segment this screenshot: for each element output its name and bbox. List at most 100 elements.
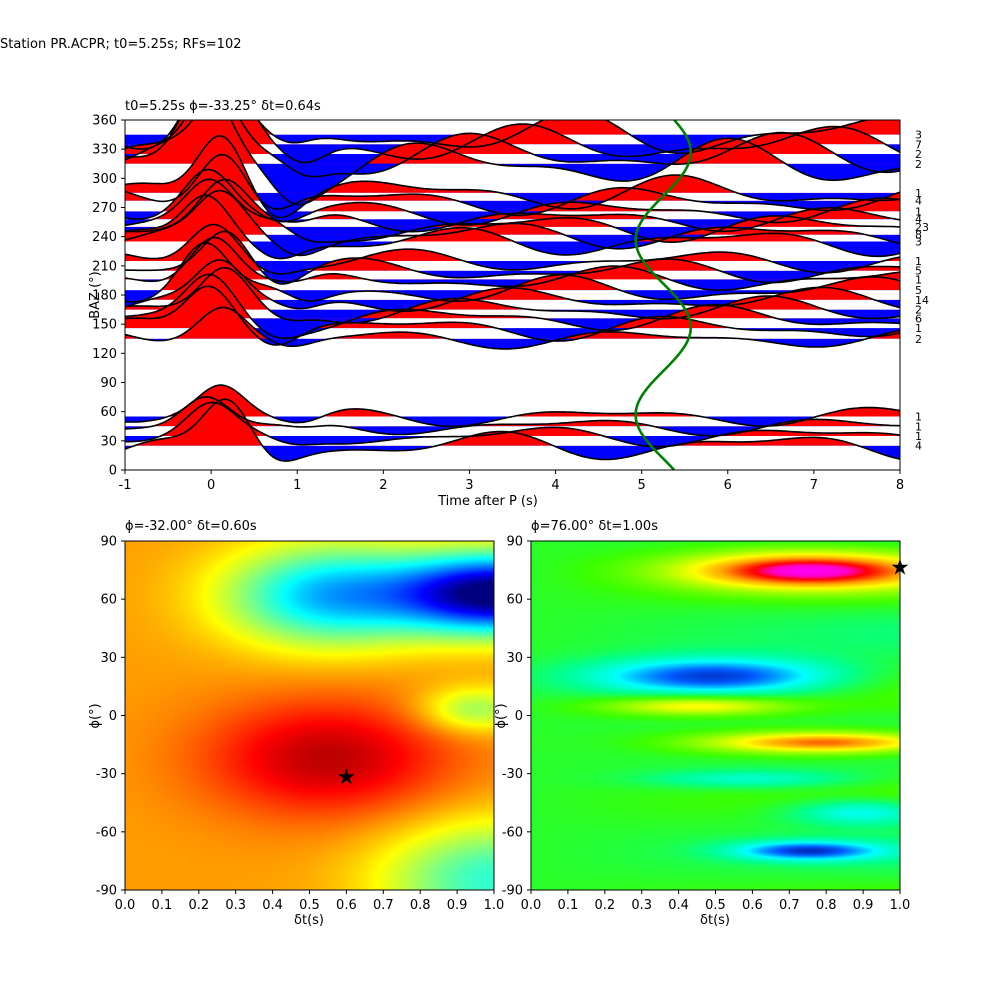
y-tick-label: 30 [506, 651, 523, 666]
y-tick-label: 90 [506, 535, 523, 550]
trace-count-label: 4 [915, 440, 922, 453]
y-tick-label: 0 [109, 709, 117, 724]
heatmap-left-y-label: ϕ(°) [88, 703, 103, 728]
x-tick-label: 0.5 [705, 898, 726, 913]
y-tick-label: 360 [92, 114, 117, 129]
trace-line [125, 266, 900, 324]
y-tick-label: 0 [109, 464, 117, 479]
y-tick-label: 150 [92, 318, 117, 333]
y-tick-label: -30 [502, 767, 523, 782]
x-tick-label: 0.6 [336, 898, 357, 913]
y-tick-label: -90 [96, 884, 117, 899]
trace-positive-fill [125, 120, 900, 145]
x-tick-label: 0.5 [299, 898, 320, 913]
trace-count-label: 1 [915, 273, 922, 286]
x-tick-label: 1.0 [484, 898, 505, 913]
trace-count-label: 1 [915, 430, 922, 443]
rf-plot: -1 0 1 2 3 4 5 6 7 8 0306090120150180210240270300… [88, 114, 929, 510]
cosine-curve [634, 120, 692, 470]
trace-count-label: 1 [915, 411, 922, 424]
trace-negative-fill [125, 260, 900, 274]
trace-count-label: 14 [915, 294, 929, 307]
trace-negative-fill [125, 338, 900, 349]
x-tick-label: 6 [724, 478, 732, 493]
trace-lines [125, 120, 900, 462]
trace-line [125, 134, 900, 219]
trace-count-label: 6 [915, 312, 922, 325]
trace-count-label: 5 [915, 284, 922, 297]
trace-count-label: 8 [915, 229, 922, 242]
rf-x-label: Time after P (s) [437, 494, 538, 509]
x-tick-label: 0.3 [631, 898, 652, 913]
heatmap-left-title: ϕ=-32.00° δt=0.60s [125, 519, 257, 534]
x-tick-label: 4 [551, 478, 559, 493]
x-tick-label: 0.0 [521, 898, 542, 913]
x-tick-label: 7 [810, 478, 818, 493]
y-tick-label: 60 [100, 593, 117, 608]
y-tick-label: 270 [92, 201, 117, 216]
trace-line [125, 273, 900, 340]
x-tick-label: 3 [465, 478, 473, 493]
x-tick-label: 0.6 [742, 898, 763, 913]
trace-count-label: 1 [915, 420, 922, 433]
trace-positive-fill [134, 399, 859, 446]
x-tick-label: 0 [207, 478, 215, 493]
rf-y-ticks: 0 30 60 90 120 150 180 210 240 270 300 330 360 [92, 114, 125, 479]
best-fit-star-right: ★ [890, 556, 910, 581]
trace-line [125, 178, 900, 233]
trace-line [125, 120, 900, 206]
heatmap-left-image [125, 541, 494, 890]
x-tick-label: 0.0 [115, 898, 136, 913]
trace-line [125, 306, 900, 350]
y-tick-label: 90 [100, 535, 117, 550]
trace-count-label: 1 [915, 187, 922, 200]
trace-count-label: 2 [915, 158, 922, 171]
x-tick-label: 0.1 [558, 898, 579, 913]
y-tick-label: 30 [100, 434, 117, 449]
heatmap-left-x-label: δt(s) [294, 913, 324, 928]
heatmap-right-x-ticks: 0.0 0.1 0.2 0.3 0.4 0.5 0.6 0.7 0.8 0.9 1.0 [521, 890, 910, 913]
x-tick-label: 0.2 [188, 898, 209, 913]
trace-line [125, 120, 900, 164]
rf-y-label: BAZ (°) [88, 271, 103, 319]
x-tick-label: 1 [293, 478, 301, 493]
y-tick-label: 240 [92, 230, 117, 245]
trace-line [125, 236, 900, 292]
trace-line [125, 396, 900, 437]
trace-line [125, 194, 900, 260]
x-tick-label: 0.8 [816, 898, 837, 913]
y-tick-label: -60 [96, 825, 117, 840]
rf-panel-title: t0=5.25s ϕ=-33.25° δt=0.64s [125, 99, 321, 114]
trace-count-label: 7 [915, 138, 922, 151]
x-tick-label: 0.7 [779, 898, 800, 913]
y-tick-label: -60 [502, 825, 523, 840]
heatmap-right-x-label: δt(s) [700, 913, 730, 928]
heatmap-right-y-label: ϕ(°) [494, 703, 509, 728]
y-tick-label: 60 [506, 593, 523, 608]
x-tick-label: 0.9 [853, 898, 874, 913]
trace-negative-fill [250, 241, 900, 259]
trace-positive-fill [125, 274, 900, 319]
heatmap-right-title: ϕ=76.00° δt=1.00s [531, 519, 658, 534]
trace-count-label: 2 [915, 333, 922, 346]
x-tick-label: -1 [119, 478, 132, 493]
y-tick-label: -90 [502, 884, 523, 899]
y-tick-label: 90 [100, 376, 117, 391]
y-tick-label: 300 [92, 172, 117, 187]
rf-x-ticks: -1 0 1 2 3 4 5 6 7 8 [119, 470, 904, 493]
trace-count-label: 3 [915, 236, 922, 249]
heatmap-right-y-ticks: -90 -60 -30 0 30 60 90 [502, 535, 531, 899]
trace-positive-fill [125, 307, 900, 339]
trace-negative-fill [125, 200, 900, 216]
trace-line [125, 189, 900, 257]
heatmap-left-frame [124, 540, 495, 891]
best-fit-star-left: ★ [337, 765, 357, 790]
x-tick-label: 0.9 [447, 898, 468, 913]
trace-count-label: 4 [915, 195, 922, 208]
heatmap-right: 0.0 0.1 0.2 0.3 0.4 0.5 0.6 0.7 0.8 0.9 1.0 -90 -60… [494, 535, 910, 929]
trace-negative-fill [125, 445, 900, 462]
x-tick-label: 0.8 [410, 898, 431, 913]
x-tick-label: 2 [379, 478, 387, 493]
